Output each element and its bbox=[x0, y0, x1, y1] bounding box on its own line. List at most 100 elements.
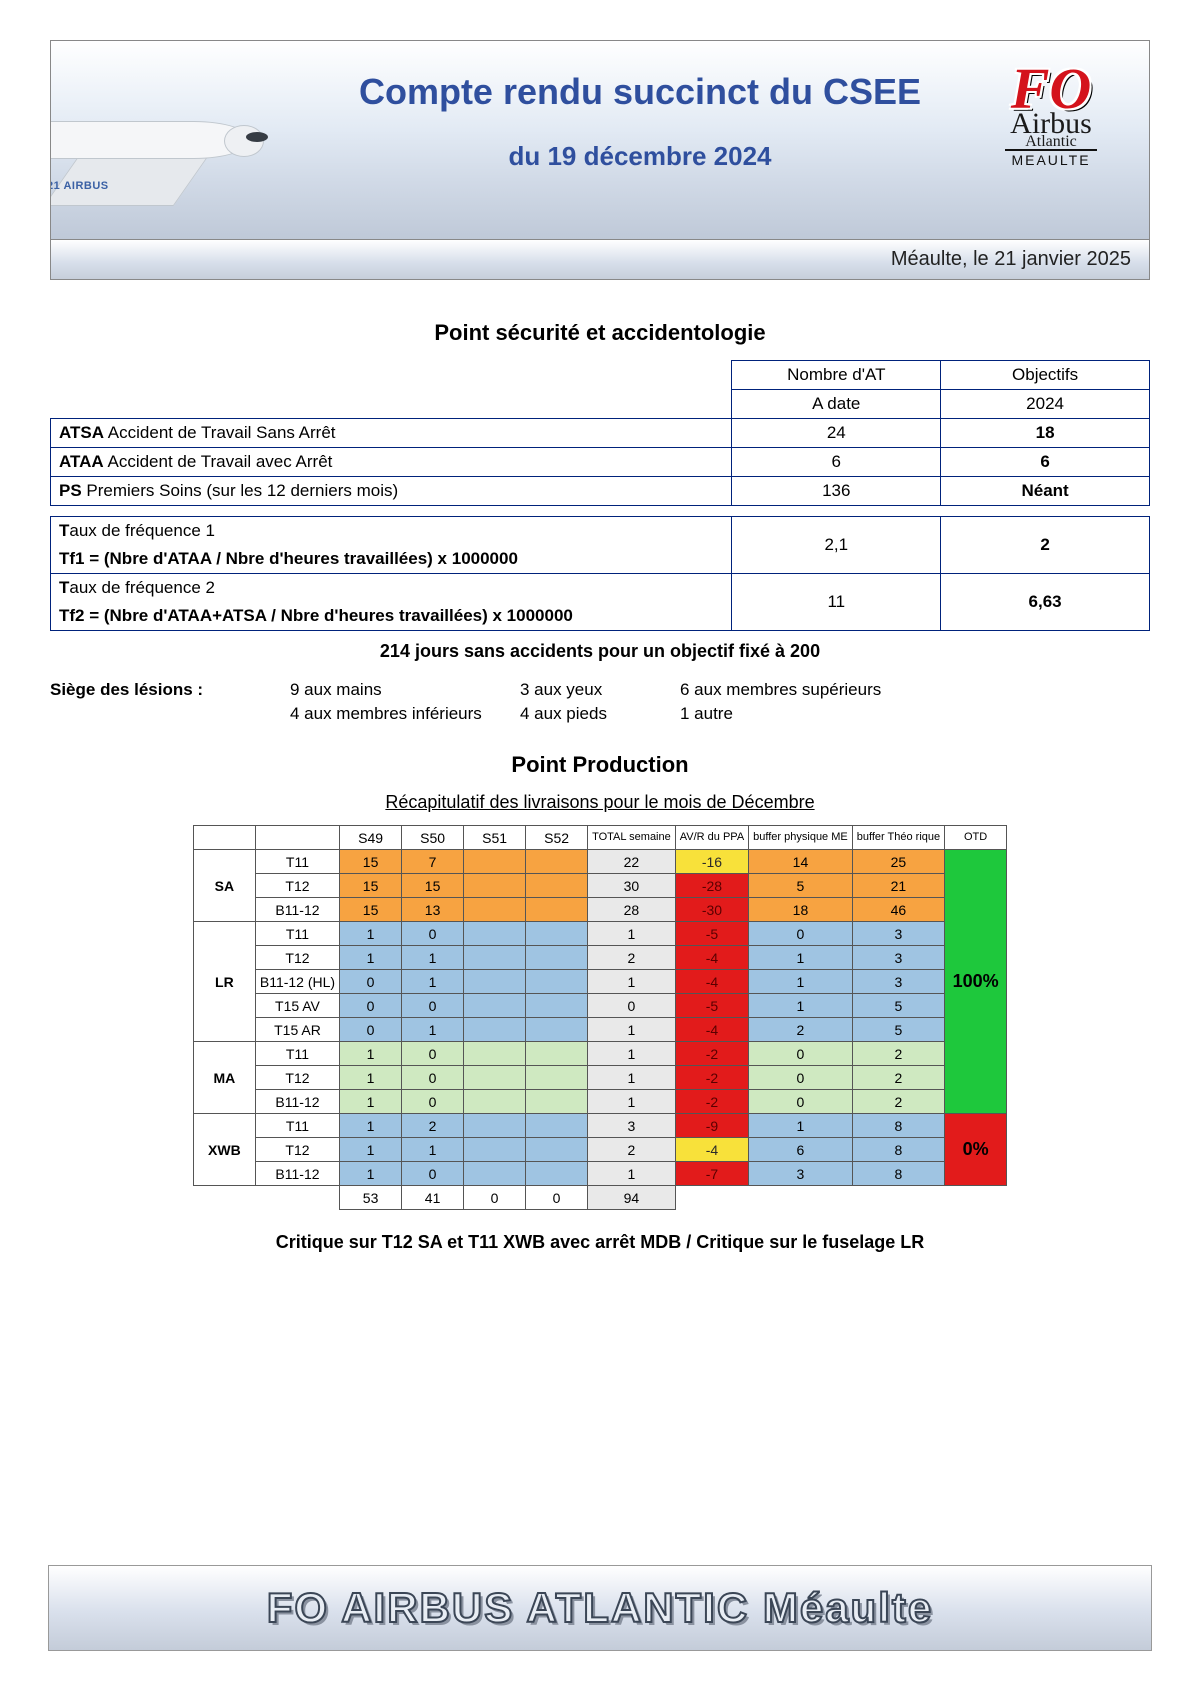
prod-col-header: S50 bbox=[402, 826, 464, 850]
prod-col-header: buffer physique ME bbox=[749, 826, 853, 850]
prod-row: B11-12101-738 bbox=[193, 1162, 1006, 1186]
prod-cell: -4 bbox=[675, 1138, 748, 1162]
airplane-illustration: A321 AIRBUS bbox=[50, 66, 281, 206]
prod-otd-cell: 100% bbox=[945, 850, 1007, 1114]
prod-cell bbox=[464, 898, 526, 922]
date-line: Méaulte, le 21 janvier 2025 bbox=[50, 240, 1150, 280]
prod-cell: -2 bbox=[675, 1042, 748, 1066]
prod-cell bbox=[464, 994, 526, 1018]
col-at-header: Nombre d'AT bbox=[732, 361, 941, 390]
prod-cell bbox=[464, 922, 526, 946]
prod-cell: 1 bbox=[402, 1138, 464, 1162]
prod-cell: 1 bbox=[588, 970, 676, 994]
footer-text: FO AIRBUS ATLANTIC Méaulte bbox=[267, 1584, 933, 1632]
prod-cell: T12 bbox=[255, 1066, 339, 1090]
prod-cell: 0 bbox=[340, 994, 402, 1018]
prod-cell: 8 bbox=[852, 1138, 944, 1162]
prod-cell: 1 bbox=[340, 1066, 402, 1090]
prod-cell: 8 bbox=[852, 1114, 944, 1138]
prod-cell: 0 bbox=[402, 1090, 464, 1114]
section-title-safety: Point sécurité et accidentologie bbox=[50, 320, 1150, 346]
prod-cell: 1 bbox=[340, 1162, 402, 1186]
prod-cell: -30 bbox=[675, 898, 748, 922]
production-table: S49S50S51S52TOTAL semaineAV/R du PPAbuff… bbox=[193, 825, 1007, 1210]
production-subtitle: Récapitulatif des livraisons pour le moi… bbox=[50, 792, 1150, 813]
prod-cell: T11 bbox=[255, 1042, 339, 1066]
safety-table: Nombre d'AT Objectifs A date 2024 ATSA A… bbox=[50, 360, 1150, 506]
prod-cell bbox=[464, 874, 526, 898]
prod-cell bbox=[526, 874, 588, 898]
prod-cell: -5 bbox=[675, 922, 748, 946]
prod-cell: 0 bbox=[340, 970, 402, 994]
prod-row: LRT11101-503 bbox=[193, 922, 1006, 946]
col-obj-sub: 2024 bbox=[941, 390, 1150, 419]
prod-cell: 46 bbox=[852, 898, 944, 922]
prod-cell: 2 bbox=[852, 1090, 944, 1114]
prod-cell: T11 bbox=[255, 1114, 339, 1138]
prod-cell bbox=[526, 1066, 588, 1090]
page: A321 AIRBUS Compte rendu succinct du CSE… bbox=[0, 0, 1200, 1697]
prod-cell: B11-12 (HL) bbox=[255, 970, 339, 994]
prod-cell bbox=[464, 946, 526, 970]
prod-cell: 5 bbox=[852, 994, 944, 1018]
prod-cell: 25 bbox=[852, 850, 944, 874]
prod-cell: 1 bbox=[588, 1066, 676, 1090]
prod-col-header: OTD bbox=[945, 826, 1007, 850]
prod-cell: 0 bbox=[749, 1090, 853, 1114]
prod-cell: T15 AV bbox=[255, 994, 339, 1018]
page-title: Compte rendu succinct du CSEE bbox=[311, 71, 969, 113]
prod-cell: 1 bbox=[588, 1018, 676, 1042]
prod-cell: 1 bbox=[588, 1162, 676, 1186]
prod-cell bbox=[526, 1114, 588, 1138]
prod-cell: 0 bbox=[588, 994, 676, 1018]
prod-cell: 0 bbox=[749, 1066, 853, 1090]
logo-meaulte-text: MEAULTE bbox=[1005, 149, 1096, 168]
prod-cell bbox=[526, 850, 588, 874]
frequency-row: Taux de fréquence 1Tf1 = (Nbre d'ATAA / … bbox=[51, 517, 1150, 574]
prod-row: B11-12 (HL)011-413 bbox=[193, 970, 1006, 994]
lesion-item: 1 autre bbox=[680, 704, 920, 724]
prod-cell bbox=[526, 1138, 588, 1162]
prod-col-header: S52 bbox=[526, 826, 588, 850]
prod-cell: 5 bbox=[852, 1018, 944, 1042]
prod-cell bbox=[526, 994, 588, 1018]
prod-group-cell: LR bbox=[193, 922, 255, 1042]
lesions-block: Siège des lésions : 9 aux mains3 aux yeu… bbox=[50, 680, 1150, 724]
prod-cell: -9 bbox=[675, 1114, 748, 1138]
prod-cell: 1 bbox=[749, 946, 853, 970]
prod-cell: T12 bbox=[255, 1138, 339, 1162]
prod-row: MAT11101-202 bbox=[193, 1042, 1006, 1066]
frequency-row: Taux de fréquence 2Tf2 = (Nbre d'ATAA+AT… bbox=[51, 574, 1150, 631]
prod-cell: 28 bbox=[588, 898, 676, 922]
prod-cell bbox=[526, 1162, 588, 1186]
accident-free-line: 214 jours sans accidents pour un objecti… bbox=[50, 641, 1150, 662]
prod-group-cell: XWB bbox=[193, 1114, 255, 1186]
prod-cell: -28 bbox=[675, 874, 748, 898]
lesion-item: 9 aux mains bbox=[290, 680, 520, 700]
prod-cell: 1 bbox=[402, 970, 464, 994]
col-obj-header: Objectifs bbox=[941, 361, 1150, 390]
prod-cell: 0 bbox=[402, 922, 464, 946]
prod-cell: 13 bbox=[402, 898, 464, 922]
lesion-item: 6 aux membres supérieurs bbox=[680, 680, 920, 700]
prod-row: T15 AV000-515 bbox=[193, 994, 1006, 1018]
lesions-title: Siège des lésions : bbox=[50, 680, 260, 724]
prod-cell: -2 bbox=[675, 1066, 748, 1090]
prod-cell: B11-12 bbox=[255, 1090, 339, 1114]
prod-cell: 1 bbox=[402, 946, 464, 970]
prod-cell: 1 bbox=[340, 946, 402, 970]
prod-cell: T12 bbox=[255, 946, 339, 970]
prod-cell: 1 bbox=[749, 1114, 853, 1138]
plane-label: A321 AIRBUS bbox=[50, 180, 109, 192]
prod-cell bbox=[464, 850, 526, 874]
prod-cell: 0 bbox=[402, 1042, 464, 1066]
safety-row: PS Premiers Soins (sur les 12 derniers m… bbox=[51, 477, 1150, 506]
prod-cell: 2 bbox=[588, 946, 676, 970]
prod-cell: T12 bbox=[255, 874, 339, 898]
prod-cell: 3 bbox=[749, 1162, 853, 1186]
prod-cell: 18 bbox=[749, 898, 853, 922]
prod-cell bbox=[526, 898, 588, 922]
prod-cell: 21 bbox=[852, 874, 944, 898]
prod-cell: -5 bbox=[675, 994, 748, 1018]
prod-cell: 1 bbox=[749, 970, 853, 994]
